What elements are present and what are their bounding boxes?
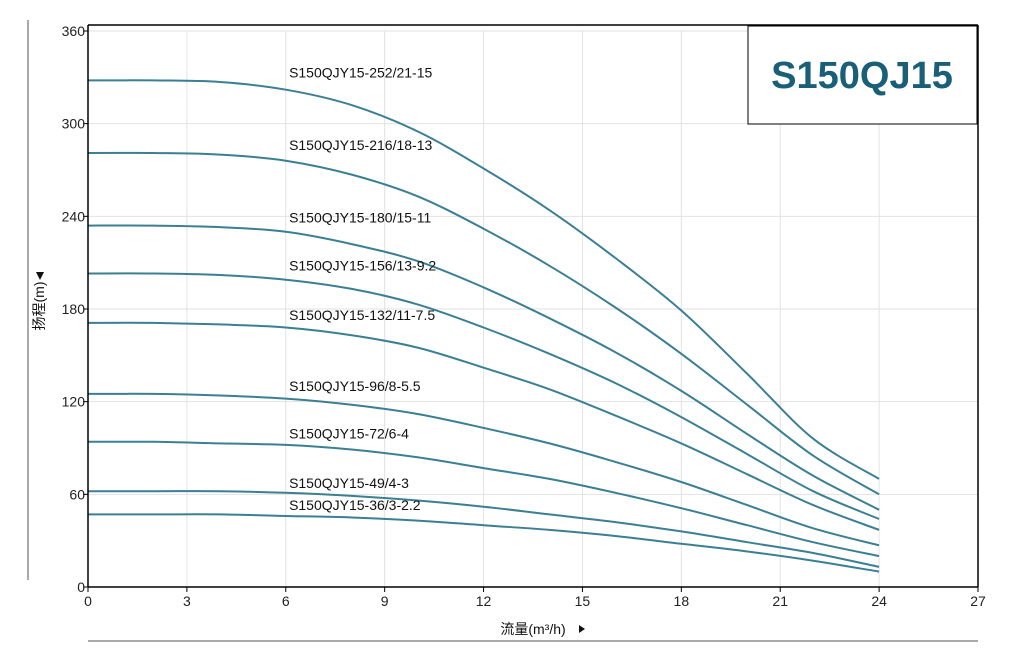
y-tick-label: 180 [62, 301, 86, 317]
y-tick-label: 120 [62, 394, 86, 410]
x-tick-label: 12 [476, 593, 492, 609]
series-label: S150QJY15-132/11-7.5 [289, 307, 435, 323]
series-line [87, 272, 880, 520]
y-axis-title: 扬程(m) [31, 282, 47, 331]
series-label: S150QJY15-180/15-11 [289, 210, 431, 226]
y-tick-label: 360 [62, 23, 86, 39]
y-tick-label: 240 [62, 208, 86, 224]
series-line [87, 321, 880, 531]
series-label: S150QJY15-156/13-9.2 [289, 257, 436, 273]
series-line [87, 490, 880, 568]
series-line [87, 79, 880, 480]
series-label: S150QJY15-49/4-3 [289, 475, 409, 491]
x-tick-label: 0 [84, 593, 92, 609]
series-label: S150QJY15-72/6-4 [289, 426, 409, 442]
series-line [87, 513, 880, 573]
title-box: S150QJ15 [747, 25, 978, 125]
x-tick-label: 6 [282, 593, 290, 609]
y-tick-label: 300 [62, 116, 86, 132]
x-tick-label: 18 [674, 593, 690, 609]
series-label: S150QJY15-36/3-2.2 [289, 497, 421, 513]
axes [83, 24, 979, 592]
y-axis-arrow-icon [36, 272, 44, 280]
series-line [87, 224, 880, 511]
x-axis-title: 流量(m³/h) [500, 621, 565, 637]
series-label: S150QJY15-96/8-5.5 [289, 378, 421, 394]
series-line [87, 440, 880, 558]
curves [87, 79, 880, 573]
y-tick-label: 0 [77, 579, 85, 595]
series-line [87, 151, 880, 496]
series-label: S150QJY15-216/18-13 [289, 137, 432, 153]
x-tick-label: 24 [871, 593, 887, 609]
x-tick-label: 27 [970, 593, 986, 609]
x-tick-label: 3 [183, 593, 191, 609]
tick-labels: 0 3 6 9 12 15 18 21 24 27 0 60 120 180 240 300 360 [62, 23, 986, 609]
x-tick-label: 15 [575, 593, 591, 609]
series-label: S150QJY15-252/21-15 [289, 64, 432, 80]
x-axis-arrow-icon [579, 625, 585, 633]
series-line [87, 392, 880, 547]
chart-title: S150QJ15 [771, 55, 953, 97]
y-tick-label: 60 [69, 486, 85, 502]
curve-labels: S150QJY15-252/21-15 S150QJY15-216/18-13 S1… [289, 64, 436, 512]
x-tick-label: 21 [772, 593, 788, 609]
x-tick-label: 9 [381, 593, 389, 609]
